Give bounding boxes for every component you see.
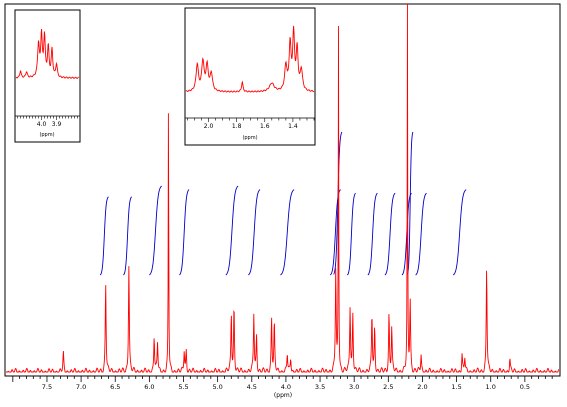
inset-left-x-axis-label: (ppm) [39,132,54,138]
x-axis-ticks [12,376,553,382]
inset-center-ticks [185,117,315,122]
integral-curve [280,189,295,276]
main-plot-area: 7.5 7.0 6.5 6.0 5.5 5.0 4.5 4.0 3.5 3.0 2.5 2.0 1.5 1… [6,3,560,399]
x-tick-label: 2.0 [417,383,427,391]
inset-tick-label: 4.0 [37,121,47,128]
inset-tick-label: 2.0 [204,123,214,130]
x-tick-label: 1.0 [486,383,496,391]
x-tick-label: 2.5 [383,383,393,391]
inset-left-trace [15,29,79,79]
integral-curve [248,189,261,276]
x-tick-label: 7.5 [42,383,52,391]
x-tick-label: 4.0 [281,383,291,391]
inset-center-x-axis-label: (ppm) [242,135,257,141]
inset-center-tick-labels: 2.0 1.8 1.6 1.4 [204,123,298,130]
inset-left-panel: 4.0 3.9 (ppm) [14,9,81,143]
integral-curve [384,192,396,276]
x-tick-label: 7.0 [76,383,86,391]
integral-curve [179,189,190,276]
inset-left-tick-labels: 4.0 3.9 [37,121,62,128]
inset-tick-label: 3.9 [52,121,62,128]
x-axis-tick-labels: 7.5 7.0 6.5 6.0 5.5 5.0 4.5 4.0 3.5 3.0 2.5 2.0 1.5 1… [42,383,530,391]
x-tick-label: 5.0 [212,383,222,391]
integral-curve [149,185,162,276]
x-tick-label: 0.5 [520,383,530,391]
x-tick-label: 1.5 [451,383,461,391]
x-tick-label: 6.0 [144,383,154,391]
inset-center-trace [185,25,315,93]
integral-curve [347,192,356,276]
spectrum-trace [6,3,560,373]
inset-center-panel: 2.0 1.8 1.6 1.4 (ppm) [184,7,316,146]
inset-left-frame [14,9,81,143]
x-tick-label: 5.5 [178,383,188,391]
integral-curve [225,185,239,276]
inset-tick-label: 1.6 [260,123,270,130]
inset-tick-label: 1.8 [232,123,242,130]
integral-curve [99,196,109,276]
x-tick-label: 3.0 [349,383,359,391]
integral-curve [123,196,132,276]
integral-curve [415,192,427,276]
integral-curve [452,189,467,276]
x-tick-label: 4.5 [247,383,257,391]
inset-left-ticks [15,115,80,120]
x-tick-label: 6.5 [110,383,120,391]
integral-curve [367,192,378,276]
x-axis-label: (ppm) [274,392,292,399]
inset-tick-label: 1.4 [288,123,298,130]
x-tick-label: 3.5 [315,383,325,391]
